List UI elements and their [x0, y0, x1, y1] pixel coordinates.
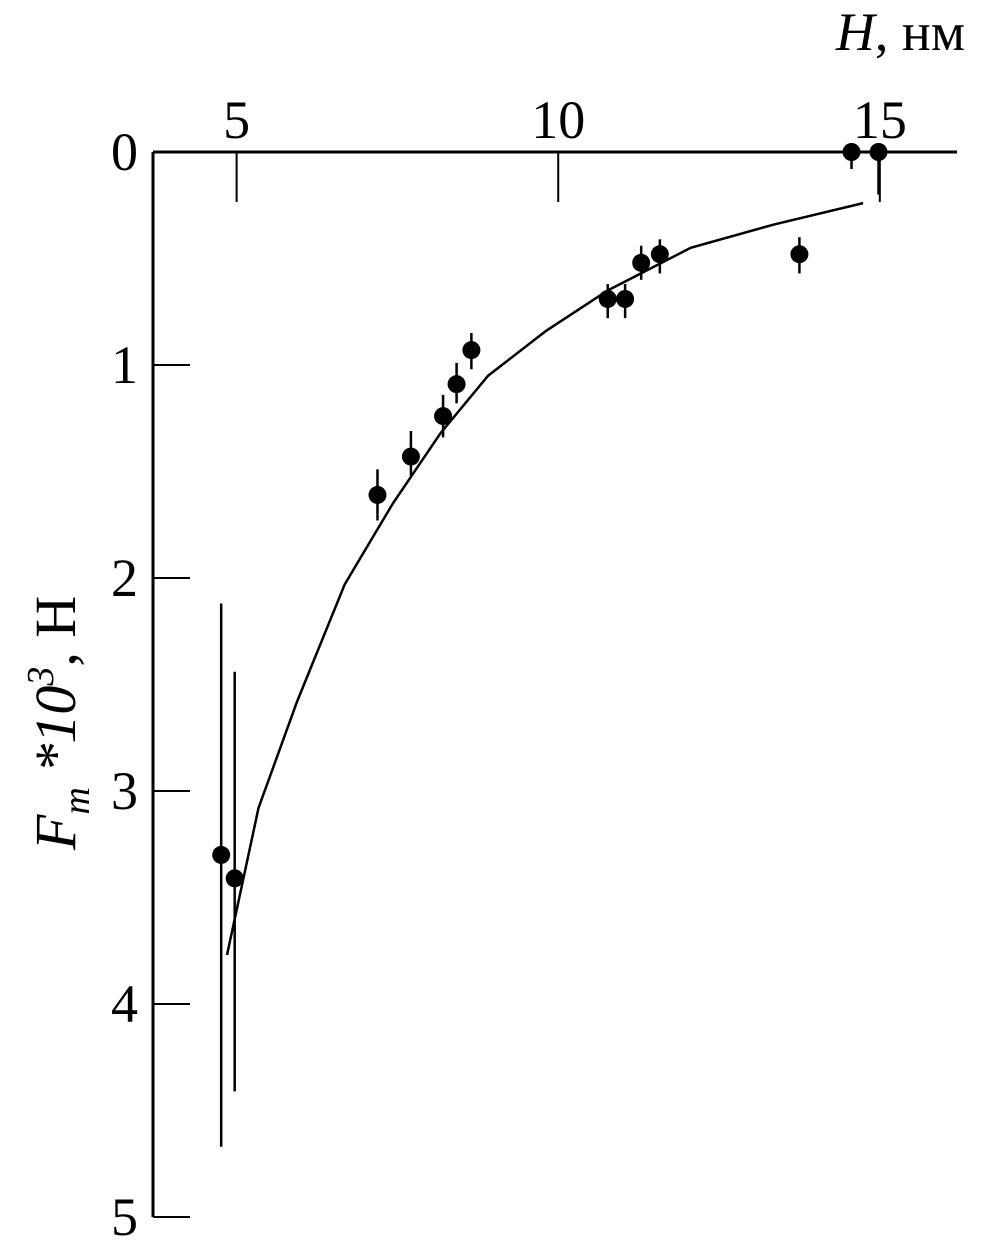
- data-point: [790, 245, 809, 264]
- data-point: [401, 447, 420, 466]
- data-point: [447, 375, 466, 394]
- data-point: [212, 845, 231, 864]
- x-label-var: H: [835, 2, 878, 62]
- y-label-mid: *10: [23, 686, 88, 788]
- y-tick-label: 0: [111, 122, 138, 182]
- fit-curve: [225, 201, 864, 956]
- y-label-sup: 3: [20, 667, 62, 687]
- y-tick-label: 3: [111, 761, 138, 821]
- x-tick-label: 10: [531, 90, 585, 150]
- data-point: [368, 485, 387, 504]
- data-point: [632, 253, 651, 272]
- y-label-sub: m: [56, 787, 98, 814]
- data-point: [842, 143, 861, 161]
- x-label-unit: , нм: [875, 2, 965, 62]
- y-tick-label: 1: [111, 335, 138, 395]
- y-tick-label: 4: [111, 974, 138, 1034]
- data-point: [462, 341, 481, 360]
- data-point: [434, 407, 453, 426]
- x-axis-label: H, нм: [835, 2, 965, 62]
- y-tick-label: 2: [111, 548, 138, 608]
- y-label-var: F: [23, 814, 88, 851]
- data-point: [869, 143, 888, 161]
- data-point: [650, 245, 669, 264]
- y-label-unit: , Н: [23, 596, 88, 667]
- data-point: [616, 289, 635, 308]
- y-axis-label: Fm *103, Н: [20, 596, 98, 851]
- data-point: [225, 869, 244, 888]
- x-tick-label: 15: [853, 90, 907, 150]
- data-point: [598, 289, 617, 308]
- y-tick-label: 5: [111, 1187, 138, 1240]
- x-tick-label: 5: [223, 90, 250, 150]
